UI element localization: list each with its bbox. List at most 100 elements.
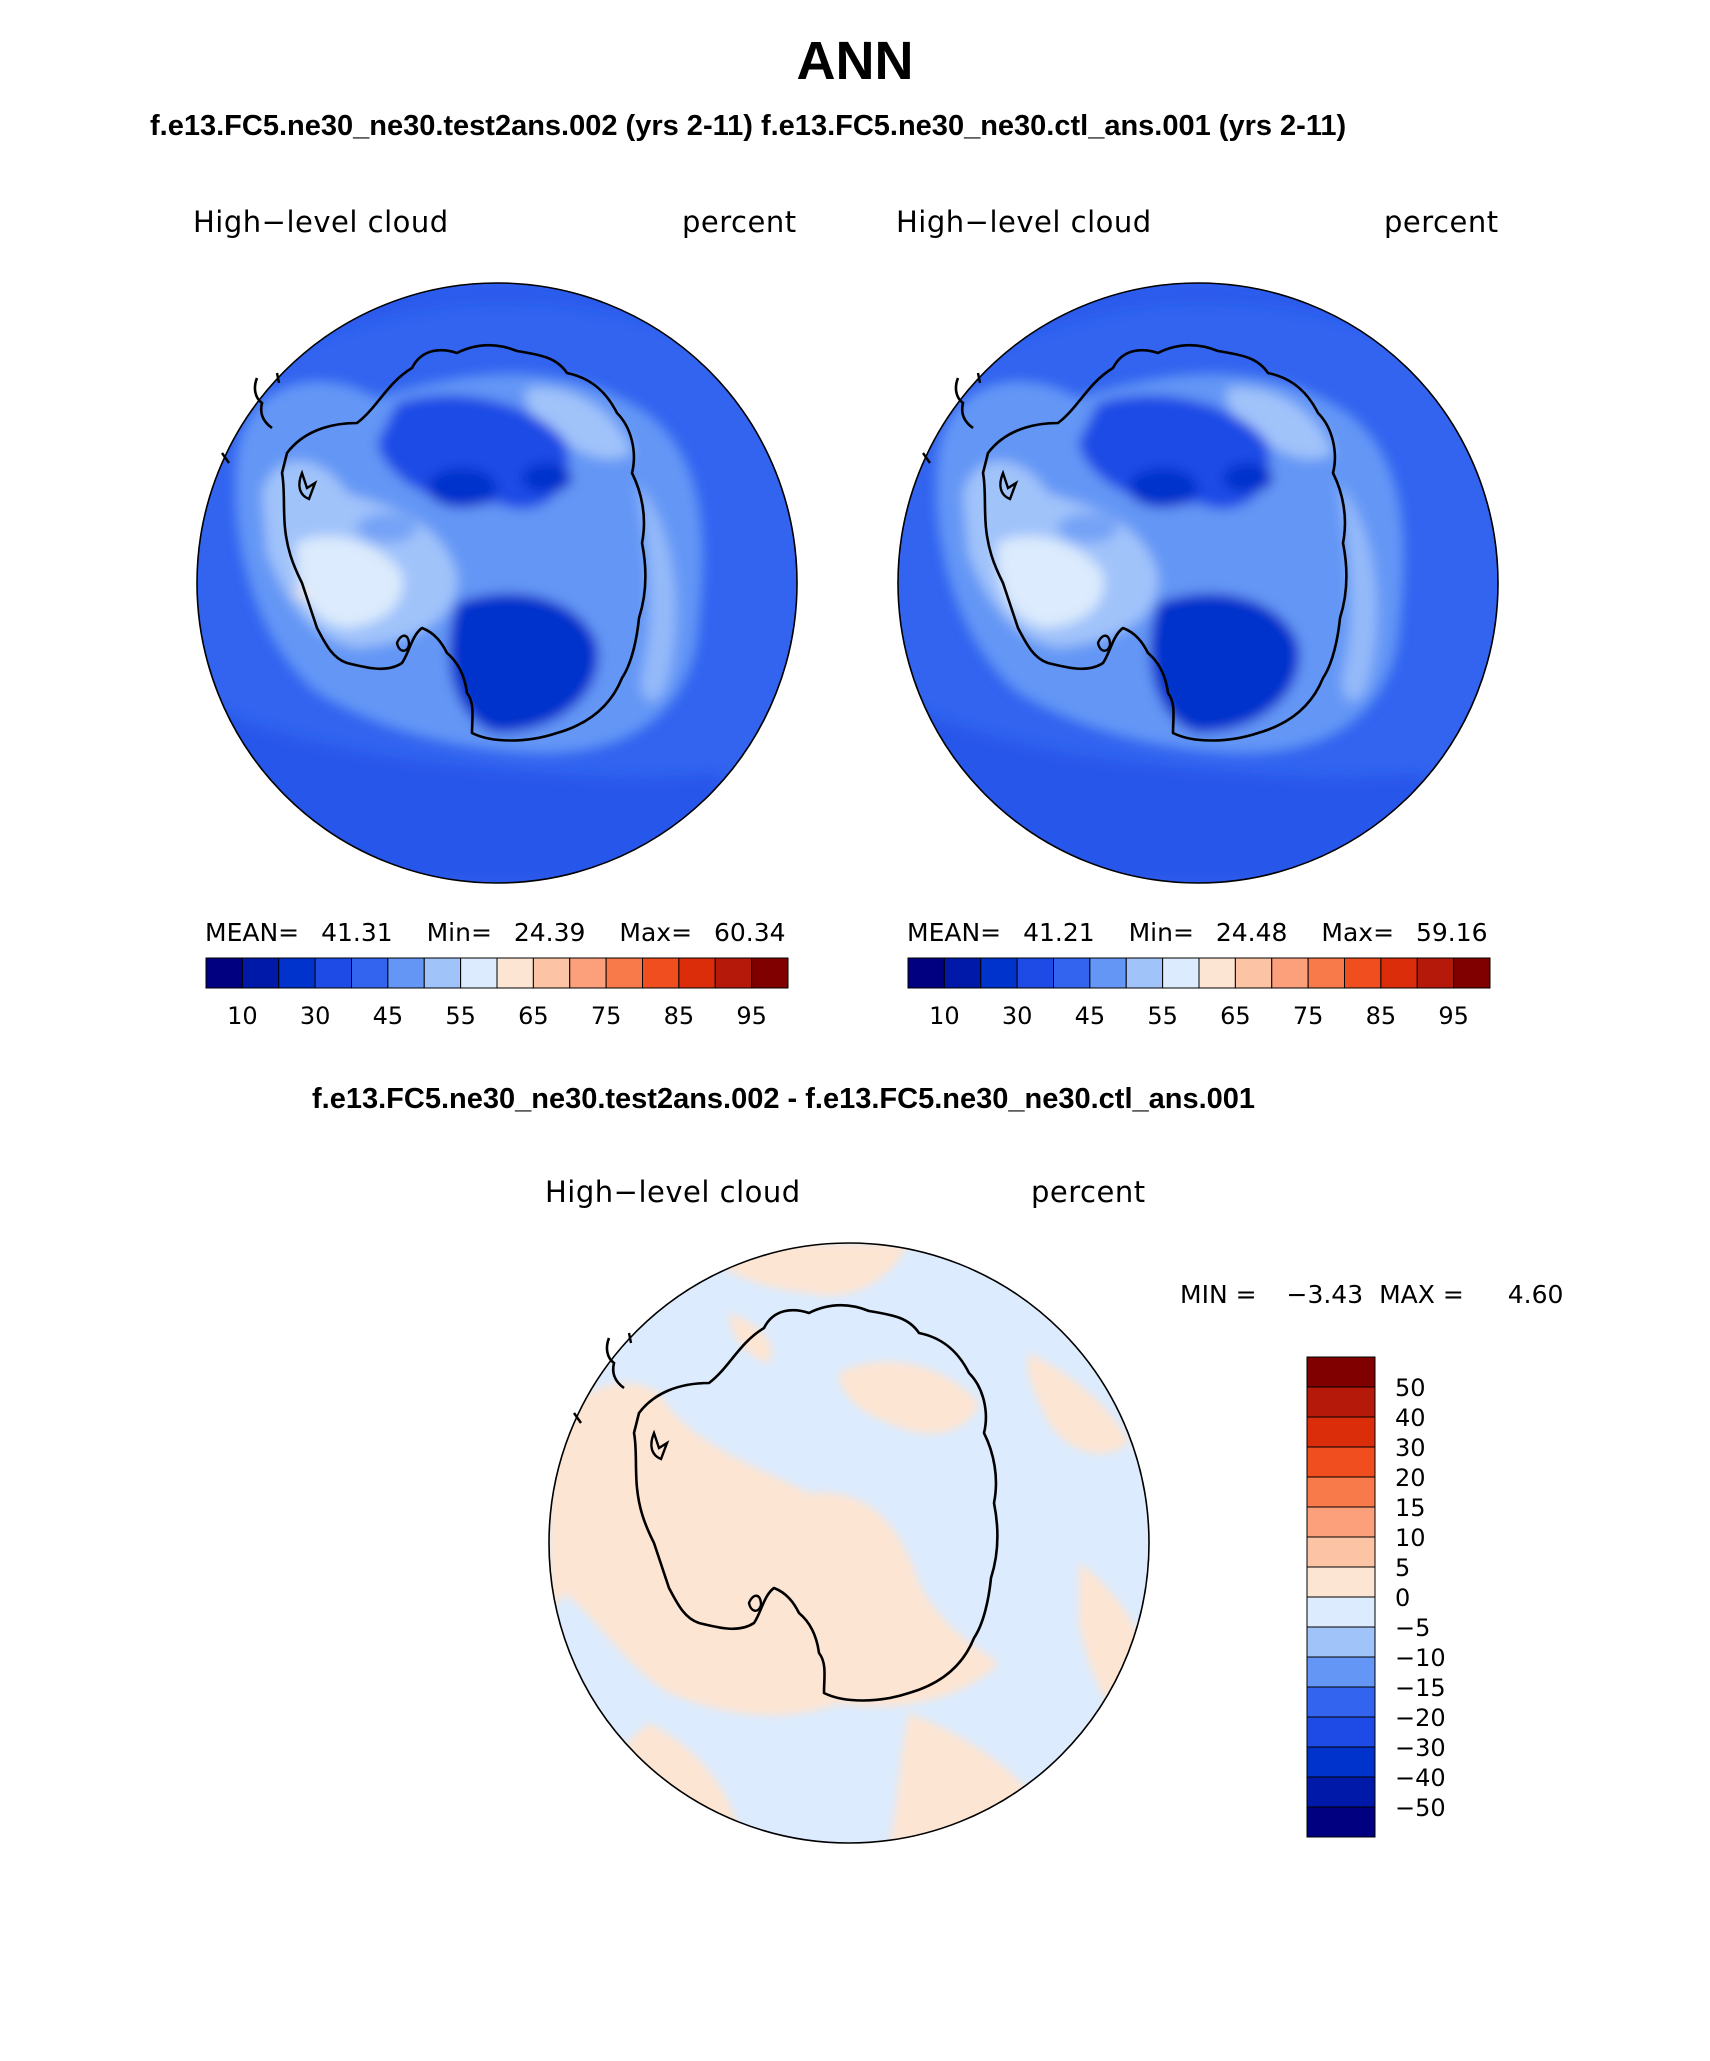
- colorbar-tick-label: 10: [929, 1002, 960, 1030]
- colorbar-box: [387, 957, 425, 989]
- panel-2-variable: High−level cloud: [896, 205, 1152, 239]
- colorbar-box: [1416, 957, 1455, 989]
- colorbar-box: [1380, 957, 1418, 989]
- colorbar-box: [1089, 957, 1127, 989]
- colorbar-tick-label: 75: [591, 1002, 622, 1030]
- panel-2-map: [897, 282, 1499, 884]
- map-border: [897, 282, 1499, 884]
- colorbar-box: [569, 957, 607, 989]
- colorbar-tick-label: 40: [1395, 1404, 1426, 1432]
- colorbar-tick-label: 0: [1395, 1584, 1410, 1612]
- mean-label: MEAN=: [907, 918, 1002, 947]
- colorbar-box: [460, 957, 498, 989]
- panel-2-units: percent: [1384, 205, 1499, 239]
- colorbar-box: [1271, 957, 1309, 989]
- colorbar-tick-label: −30: [1395, 1734, 1446, 1762]
- colorbar-box: [423, 957, 462, 989]
- colorbar-box: [1125, 957, 1164, 989]
- colorbar-tick-label: −20: [1395, 1704, 1446, 1732]
- panel-1-colorbar: 10 30 45 55 65 75 85 95: [205, 957, 789, 1030]
- map-border: [196, 282, 798, 884]
- max-value: 60.34: [714, 918, 786, 947]
- colorbar-tick-label: 55: [1147, 1002, 1178, 1030]
- colorbar-box: [314, 957, 352, 989]
- colorbar-box: [1306, 1386, 1376, 1418]
- colorbar-tick-label: 65: [1220, 1002, 1251, 1030]
- colorbar-tick-label: −15: [1395, 1674, 1446, 1702]
- colorbar-tick-label: 95: [1438, 1002, 1469, 1030]
- colorbar-box: [1198, 957, 1236, 989]
- colorbar-box: [1306, 1446, 1376, 1478]
- colorbar-tick-label: 75: [1293, 1002, 1324, 1030]
- min-value: 24.48: [1215, 918, 1288, 947]
- colorbar-box: [678, 957, 716, 989]
- colorbar-tick-label: −10: [1395, 1644, 1446, 1672]
- colorbar-box: [241, 957, 280, 989]
- colorbar-box: [351, 957, 389, 989]
- colorbar-box: [1306, 1746, 1376, 1778]
- colorbar-box: [980, 957, 1018, 989]
- colorbar-box: [642, 957, 680, 989]
- colorbar-box: [1306, 1356, 1376, 1388]
- colorbar-box: [1306, 1536, 1376, 1568]
- min-value: 24.39: [513, 918, 586, 947]
- colorbar-box: [1053, 957, 1091, 989]
- colorbar-box: [1306, 1806, 1376, 1838]
- colorbar-box: [605, 957, 643, 989]
- colorbar-box: [1306, 1596, 1376, 1628]
- colorbar-box: [1162, 957, 1200, 989]
- colorbar-box: [1306, 1476, 1376, 1508]
- diff-max-value: 4.60: [1507, 1280, 1564, 1309]
- colorbar-box: [1306, 1626, 1376, 1658]
- colorbar-tick-label: 65: [518, 1002, 549, 1030]
- max-label: Max=: [619, 918, 693, 947]
- colorbar-box: [1306, 1566, 1376, 1598]
- panel-1-variable: High−level cloud: [193, 205, 449, 239]
- colorbar-tick-label: 20: [1395, 1464, 1426, 1492]
- colorbar-box: [714, 957, 753, 989]
- colorbar-box: [1234, 957, 1273, 989]
- colorbar-box: [1306, 1686, 1376, 1718]
- panel-2-stats: MEAN= 41.21 Min= 24.48 Max= 59.16: [907, 918, 1491, 947]
- colorbar-tick-label: −50: [1395, 1794, 1446, 1822]
- panel-1-stats: MEAN= 41.31 Min= 24.39 Max= 60.34: [205, 918, 789, 947]
- colorbar-tick-label: 30: [1395, 1434, 1426, 1462]
- diff-min-label: MIN =: [1180, 1280, 1257, 1309]
- map-border: [548, 1242, 1150, 1844]
- colorbar-tick-label: 55: [445, 1002, 476, 1030]
- diff-min-value: −3.43: [1286, 1280, 1364, 1309]
- panels-header: f.e13.FC5.ne30_ne30.test2ans.002 (yrs 2-…: [150, 110, 1347, 142]
- colorbar-box: [496, 957, 534, 989]
- mean-value: 41.21: [1023, 918, 1095, 947]
- diff-map: [548, 1242, 1150, 1844]
- colorbar-box: [907, 957, 945, 989]
- colorbar-tick-label: 10: [227, 1002, 258, 1030]
- panel-1-map: [196, 282, 798, 884]
- colorbar-box: [1306, 1656, 1376, 1688]
- min-label: Min=: [426, 918, 492, 947]
- diff-units: percent: [1031, 1175, 1146, 1209]
- colorbar-tick-label: 85: [664, 1002, 695, 1030]
- colorbar-box: [943, 957, 982, 989]
- colorbar-tick-label: 45: [1075, 1002, 1106, 1030]
- colorbar-tick-label: −40: [1395, 1764, 1446, 1792]
- colorbar-tick-label: 45: [373, 1002, 404, 1030]
- colorbar-tick-label: 5: [1395, 1554, 1410, 1582]
- colorbar-box: [1307, 957, 1345, 989]
- colorbar-tick-label: 50: [1395, 1374, 1426, 1402]
- colorbar-tick-label: 85: [1366, 1002, 1397, 1030]
- colorbar-tick-label: 15: [1395, 1494, 1426, 1522]
- figure-title: ANN: [796, 31, 914, 91]
- max-label: Max=: [1321, 918, 1395, 947]
- colorbar-tick-label: 10: [1395, 1524, 1426, 1552]
- colorbar-box: [1016, 957, 1054, 989]
- diff-stats: MIN = −3.43 MAX = 4.60: [1180, 1280, 1563, 1309]
- panel-1-units: percent: [682, 205, 797, 239]
- mean-value: 41.31: [321, 918, 393, 947]
- colorbar-box: [751, 957, 789, 989]
- colorbar-box: [1306, 1506, 1376, 1538]
- colorbar-box: [1453, 957, 1491, 989]
- colorbar-box: [1306, 1776, 1376, 1808]
